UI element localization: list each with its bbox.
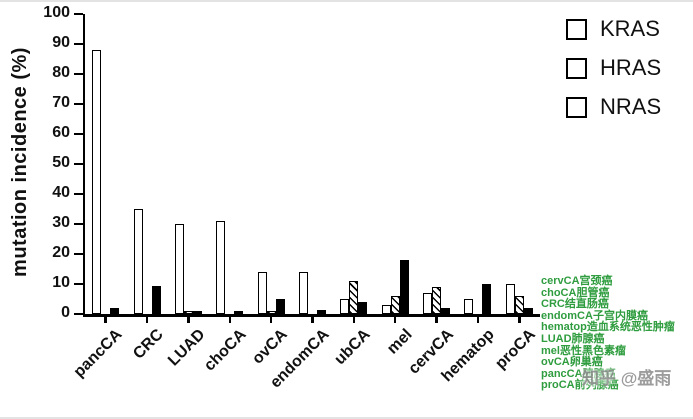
y-tick-mark [74,282,83,286]
x-axis-label: choCA [201,326,250,375]
y-tick-label: 70 [52,94,70,111]
x-tick-mark [352,316,356,323]
y-tick-label: 90 [52,34,70,51]
x-tick-mark [476,316,480,323]
y-tick-mark [74,252,83,256]
bar-nras-hematop [482,284,492,314]
y-tick-mark [74,42,83,46]
x-axis-label: mel [383,326,416,358]
bar-nras-mel [399,260,409,314]
legend-label: HRAS [600,55,662,80]
y-axis-line [82,14,85,317]
annotation-line: CRC结直肠癌 [541,298,609,311]
annotation-line: choCA胆管癌 [541,286,610,299]
x-tick-mark [269,316,273,323]
annotation-line: mel恶性黑色素瘤 [541,344,626,357]
bar-nras-ovCA [275,299,285,314]
bar-nras-cervCA [441,308,451,314]
legend-swatch-nras [566,96,587,118]
bar-hras-cervCA [432,287,442,314]
x-tick-mark [228,316,232,323]
bar-nras-pancCA [110,308,120,314]
watermark: 知乎 @盛雨 [582,369,672,388]
x-tick-mark [104,316,107,323]
annotation-line: hematop造血系统恶性肿瘤 [541,321,675,334]
y-tick-label: 10 [52,274,70,291]
bar-kras-mel [381,305,391,314]
y-tick-label: 80 [52,64,70,81]
annotation-line: endomCA子宫内膜癌 [541,309,648,322]
x-axis-label: proCA [492,326,540,373]
bar-hras-LUAD [183,311,193,314]
bar-kras-ovCA [257,272,267,314]
bar-kras-CRC [133,209,143,314]
annotation-line: proCA前列腺癌 [541,379,619,392]
x-axis-line [82,314,540,317]
x-tick-mark [518,316,521,323]
bar-kras-pancCA [92,50,102,314]
legend-item-kras: KRAS [566,16,661,42]
bar-kras-choCA [216,221,226,314]
y-tick-mark [74,222,83,226]
legend-label: NRAS [600,94,662,119]
legend: KRAS HRAS NRAS [566,16,661,120]
y-tick-mark [74,72,83,76]
x-axis-label: CRC [130,326,168,363]
legend-swatch-kras [566,18,587,40]
x-tick-mark [435,316,438,323]
annotation-list: cervCA宫颈癌 choCA胆管癌 CRC结直肠癌 endomCA子宫内膜癌 hema… [541,275,675,392]
bar-nras-proCA [523,308,533,314]
bar-hras-ubCA [349,281,359,314]
x-axis-label: pancCA [70,326,126,381]
y-tick-mark [74,162,83,166]
bar-nras-choCA [234,311,244,314]
bar-kras-ubCA [340,299,350,314]
bar-kras-cervCA [423,293,433,314]
bar-kras-proCA [505,284,515,314]
x-tick-mark [187,316,190,323]
bar-hras-ovCA [266,311,276,314]
y-tick-label: 60 [52,124,70,141]
annotation-line: ovCA卵巢癌 [541,356,603,369]
y-tick-label: 50 [52,154,70,171]
y-tick-mark [74,102,83,106]
y-tick-mark [74,192,83,196]
legend-item-hras: HRAS [566,55,661,81]
bar-nras-endomCA [317,309,326,314]
x-axis-label: ubCA [331,326,374,369]
bar-kras-hematop [464,299,474,314]
legend-item-nras: NRAS [566,94,661,120]
y-tick-label: 0 [61,304,70,321]
bar-kras-LUAD [174,224,184,314]
y-tick-mark [74,132,83,136]
annotation-line: LUAD肺腺癌 [541,332,605,345]
legend-label: KRAS [600,16,660,41]
y-tick-label: 20 [52,244,70,261]
bar-kras-endomCA [299,272,308,314]
legend-swatch-hras [566,57,587,79]
bar-nras-ubCA [358,302,368,314]
y-tick-label: 40 [52,184,70,201]
x-tick-mark [393,316,397,323]
bar-hras-proCA [514,296,524,314]
bar-nras-LUAD [192,311,202,314]
x-tick-mark [145,316,149,323]
bar-nras-CRC [151,285,161,314]
bar-hras-mel [390,296,400,314]
annotation-line: cervCA宫颈癌 [541,275,613,287]
y-tick-mark [74,312,83,316]
y-tick-label: 100 [43,4,70,21]
y-tick-label: 30 [52,214,70,231]
x-tick-mark [311,316,314,323]
annotation-line: pancCA胰腺癌 [541,367,616,380]
y-tick-mark [74,12,83,16]
